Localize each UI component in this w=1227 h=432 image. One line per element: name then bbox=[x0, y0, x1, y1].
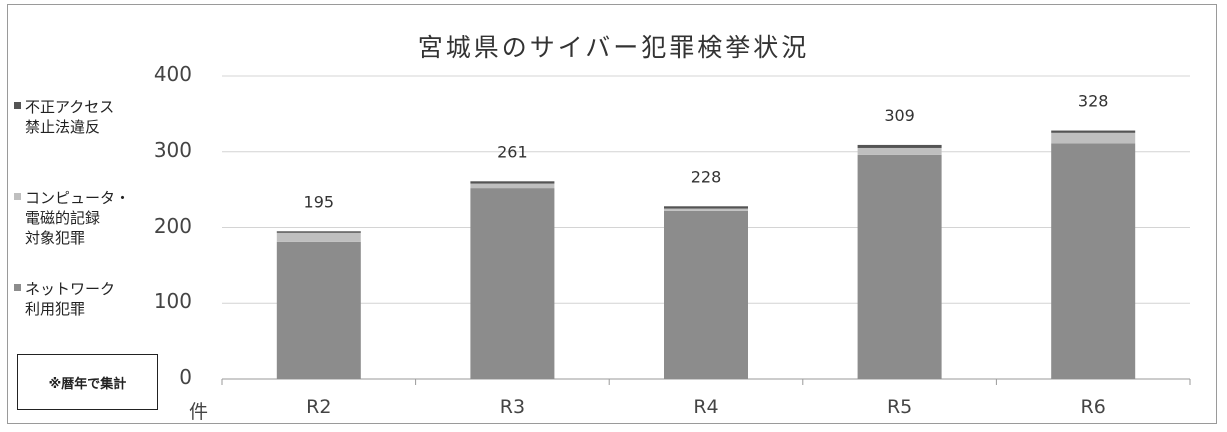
legend-label: ネットワーク bbox=[25, 280, 116, 298]
legend-label: 不正アクセス bbox=[25, 98, 115, 116]
y-tick-label: 0 bbox=[179, 365, 192, 389]
legend-label: 禁止法違反 bbox=[25, 118, 101, 136]
y-tick-label: 300 bbox=[153, 137, 192, 162]
bar-segment-R5-2 bbox=[857, 144, 942, 148]
bar-segment-R2-0 bbox=[276, 241, 361, 379]
bar-segment-R4-1 bbox=[664, 208, 748, 211]
bar-segment-R6-1 bbox=[1051, 132, 1136, 144]
total-label-R2: 195 bbox=[304, 192, 335, 211]
legend-swatch bbox=[14, 284, 21, 291]
total-label-R3: 261 bbox=[497, 142, 528, 161]
bar-segment-R2-2 bbox=[276, 231, 361, 233]
x-tick-label-R6: R6 bbox=[1081, 396, 1106, 418]
legend-label: コンピュータ・ bbox=[25, 189, 131, 207]
chart-title: 宮城県のサイバー犯罪検挙状況 bbox=[417, 33, 810, 62]
total-label-R6: 328 bbox=[1078, 92, 1109, 111]
bar-segment-R3-1 bbox=[470, 183, 555, 189]
legend-label: 対象犯罪 bbox=[25, 229, 86, 247]
chart-frame bbox=[7, 4, 1217, 424]
total-label-R5: 309 bbox=[884, 106, 915, 125]
y-tick-label: 100 bbox=[153, 289, 192, 314]
note-box: ※暦年で集計 bbox=[17, 354, 158, 410]
legend-label: 利用犯罪 bbox=[25, 300, 86, 318]
bar-segment-R4-0 bbox=[664, 210, 748, 379]
legend-label: 電磁的記録 bbox=[25, 209, 101, 227]
x-tick-label-R5: R5 bbox=[887, 396, 912, 418]
legend-swatch bbox=[14, 193, 21, 200]
legend-entry-computer-crime: コンピュータ・ 電磁的記録 対象犯罪 bbox=[14, 188, 144, 248]
x-tick-label-R3: R3 bbox=[500, 396, 525, 418]
x-tick-label-R4: R4 bbox=[693, 396, 718, 418]
bar-segment-R3-0 bbox=[470, 188, 555, 379]
bar-segment-R6-2 bbox=[1051, 130, 1136, 133]
total-label-R4: 228 bbox=[691, 167, 722, 186]
x-tick-label-R2: R2 bbox=[306, 396, 331, 418]
bar-segment-R6-0 bbox=[1051, 143, 1136, 379]
legend-entry-network-crime: ネットワーク 利用犯罪 bbox=[14, 279, 144, 319]
bar-segment-R5-0 bbox=[857, 154, 942, 379]
y-tick-label: 400 bbox=[153, 62, 192, 86]
legend-swatch bbox=[14, 102, 21, 109]
bar-segment-R5-1 bbox=[857, 147, 942, 155]
bar-segment-R3-2 bbox=[470, 181, 555, 184]
bar-segment-R4-2 bbox=[664, 206, 748, 209]
y-axis-unit-label: 件 bbox=[189, 401, 209, 423]
legend-entry-unauthorized-access: 不正アクセス 禁止法違反 bbox=[14, 97, 144, 137]
bar-segment-R2-1 bbox=[276, 232, 361, 242]
y-tick-label: 200 bbox=[153, 213, 192, 238]
